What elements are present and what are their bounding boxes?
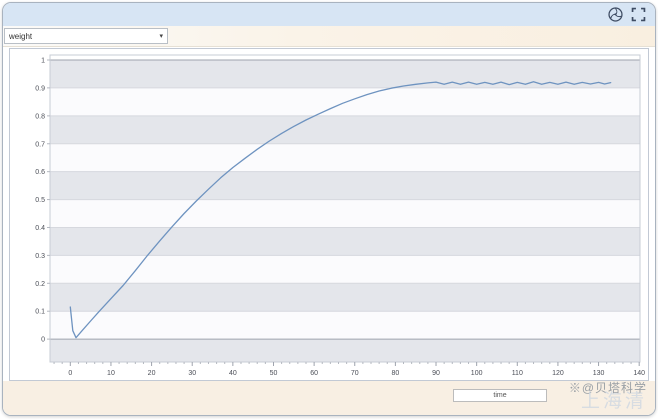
series-selector-dropdown[interactable]: weight ▾ [4,28,168,44]
titlebar [3,3,655,26]
svg-text:60: 60 [310,370,318,377]
fullscreen-icon[interactable] [630,6,647,23]
svg-text:0.2: 0.2 [35,281,45,288]
svg-text:20: 20 [148,370,156,377]
svg-text:110: 110 [512,370,523,377]
svg-text:40: 40 [229,370,237,377]
svg-text:70: 70 [351,370,359,377]
svg-text:0.1: 0.1 [35,309,45,316]
svg-text:0.7: 0.7 [35,141,45,148]
svg-text:0.6: 0.6 [35,169,45,176]
svg-text:1: 1 [41,58,45,65]
chevron-down-icon: ▾ [159,32,163,40]
watermark-subtext: 上海清 [580,391,647,412]
svg-text:0.4: 0.4 [35,225,45,232]
app-window: weight ▾ 0 0.1 0.2 0.3 0.4 0.5 0.6 0.7 0.8 0.9 1 0 1… [2,2,656,416]
svg-text:30: 30 [188,370,196,377]
svg-text:0.9: 0.9 [35,85,45,92]
svg-text:90: 90 [432,370,440,377]
svg-text:10: 10 [107,370,115,377]
svg-text:0: 0 [68,370,72,377]
svg-text:0.5: 0.5 [35,197,45,204]
svg-text:50: 50 [270,370,278,377]
watermark: ※@贝塔科学 上海清 [569,382,647,411]
toolbar: weight ▾ [3,26,655,47]
svg-text:100: 100 [471,370,483,377]
svg-text:120: 120 [552,370,564,377]
xaxis-title-value: time [493,392,507,399]
series-selector-value: weight [9,31,33,41]
svg-text:130: 130 [593,370,605,377]
xaxis-title-input[interactable]: time [453,389,547,402]
aperture-icon[interactable] [607,6,624,23]
svg-text:0: 0 [41,337,45,344]
weight-vs-time-line-chart: 00.10.20.30.40.50.60.70.80.910 10 20 30 40 50… [35,54,645,377]
svg-text:80: 80 [391,370,399,377]
footer: time ※@贝塔科学 上海清 [3,381,655,415]
svg-text:140: 140 [633,370,645,377]
chart-panel: 0 0.1 0.2 0.3 0.4 0.5 0.6 0.7 0.8 0.9 1 0 10 20 30 40 50… [9,48,649,381]
svg-text:0.8: 0.8 [35,113,45,120]
svg-text:0.3: 0.3 [35,253,45,260]
watermark-text: ※@贝塔科学 [568,381,647,395]
